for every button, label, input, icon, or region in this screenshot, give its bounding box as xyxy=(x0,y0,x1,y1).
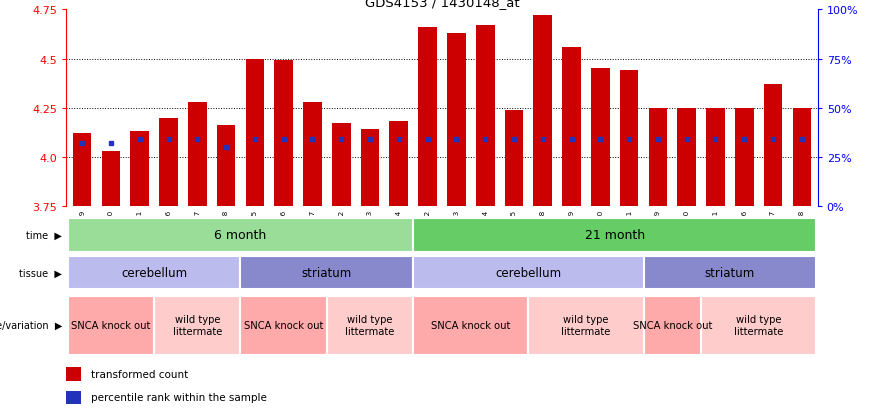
Bar xyxy=(68,296,154,355)
Text: 21 month: 21 month xyxy=(584,229,644,242)
Bar xyxy=(476,26,494,206)
Text: wild type
littermate: wild type littermate xyxy=(172,314,222,336)
Text: cerebellum: cerebellum xyxy=(121,266,187,280)
Text: transformed count: transformed count xyxy=(91,369,188,379)
Bar xyxy=(72,134,91,206)
Bar xyxy=(764,85,782,206)
Bar xyxy=(66,391,81,404)
Text: wild type
littermate: wild type littermate xyxy=(346,314,395,336)
Bar xyxy=(413,296,529,355)
Text: wild type
littermate: wild type littermate xyxy=(734,314,783,336)
Bar xyxy=(327,296,413,355)
Bar xyxy=(649,109,667,206)
Text: SNCA knock out: SNCA knock out xyxy=(72,320,150,330)
Bar xyxy=(418,28,437,206)
Text: SNCA knock out: SNCA knock out xyxy=(431,320,510,330)
Bar xyxy=(154,296,240,355)
Bar xyxy=(217,126,235,206)
Bar xyxy=(644,256,816,290)
Bar xyxy=(591,69,610,206)
Bar xyxy=(130,132,149,206)
Bar xyxy=(361,130,379,206)
Bar xyxy=(66,367,81,381)
Bar xyxy=(706,109,725,206)
Text: striatum: striatum xyxy=(301,266,352,280)
Bar xyxy=(159,118,178,206)
Bar xyxy=(620,71,638,206)
Text: SNCA knock out: SNCA knock out xyxy=(244,320,324,330)
Bar xyxy=(68,256,240,290)
Title: GDS4153 / 1430148_at: GDS4153 / 1430148_at xyxy=(365,0,519,9)
Text: genotype/variation  ▶: genotype/variation ▶ xyxy=(0,320,62,330)
Bar xyxy=(68,218,413,252)
Bar xyxy=(240,256,413,290)
Bar xyxy=(246,59,264,206)
Bar xyxy=(644,296,701,355)
Bar xyxy=(188,102,207,206)
Bar xyxy=(447,34,466,206)
Bar xyxy=(529,296,644,355)
Bar xyxy=(240,296,327,355)
Bar xyxy=(505,110,523,206)
Text: 6 month: 6 month xyxy=(214,229,267,242)
Text: striatum: striatum xyxy=(705,266,755,280)
Bar xyxy=(533,16,552,206)
Bar xyxy=(390,122,408,206)
Text: tissue  ▶: tissue ▶ xyxy=(19,268,62,278)
Bar xyxy=(303,102,322,206)
Bar xyxy=(102,152,120,206)
Text: percentile rank within the sample: percentile rank within the sample xyxy=(91,392,266,403)
Bar xyxy=(735,109,754,206)
Bar xyxy=(793,109,812,206)
Bar xyxy=(413,218,816,252)
Text: cerebellum: cerebellum xyxy=(495,266,561,280)
Bar xyxy=(562,47,581,206)
Bar xyxy=(274,61,293,206)
Text: wild type
littermate: wild type littermate xyxy=(561,314,611,336)
Bar xyxy=(701,296,816,355)
Text: SNCA knock out: SNCA knock out xyxy=(633,320,712,330)
Bar xyxy=(677,109,696,206)
Bar xyxy=(332,124,351,206)
Bar xyxy=(413,256,644,290)
Text: time  ▶: time ▶ xyxy=(26,230,62,240)
